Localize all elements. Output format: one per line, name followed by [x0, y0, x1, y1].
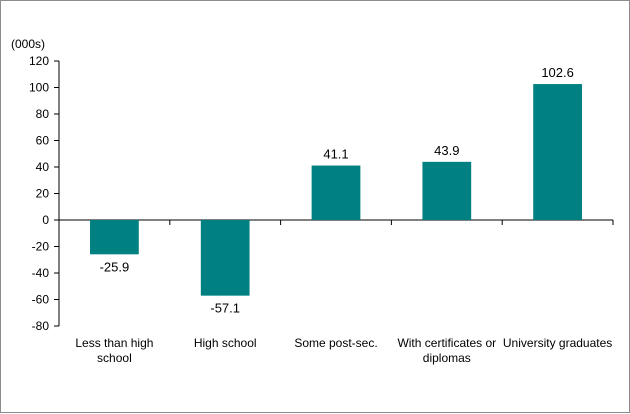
- y-tick-label: -40: [32, 266, 50, 280]
- data-labels: -25.9 -57.1 41.1 43.9 102.6: [100, 65, 574, 316]
- y-tick-label: -80: [32, 319, 50, 333]
- category-label: diplomas: [423, 351, 471, 365]
- bar: [90, 220, 139, 255]
- category-label: With certificates or: [397, 336, 496, 350]
- data-label: -57.1: [210, 301, 240, 316]
- data-label: 43.9: [434, 143, 459, 158]
- y-tick-label: 40: [36, 160, 50, 174]
- category-label: Some post-sec.: [294, 336, 377, 350]
- bars: [90, 84, 582, 296]
- bar: [422, 161, 472, 220]
- data-label: 102.6: [541, 65, 574, 80]
- bar: [533, 84, 582, 221]
- y-tick-label: 120: [29, 54, 49, 68]
- y-tick-label: 100: [29, 81, 49, 95]
- category-label: University graduates: [503, 336, 612, 350]
- y-tick-label: -20: [32, 240, 50, 254]
- y-tick-label: 80: [36, 107, 50, 121]
- y-tick-label: -60: [32, 293, 50, 307]
- bar: [200, 220, 250, 296]
- y-tick-label: 60: [36, 134, 50, 148]
- bar: [311, 165, 361, 220]
- data-label: 41.1: [323, 147, 348, 162]
- y-axis-unit-label: (000s): [11, 37, 45, 51]
- category-label: Less than high: [75, 336, 153, 350]
- category-label: High school: [194, 336, 257, 350]
- y-tick-label: 0: [42, 213, 49, 227]
- data-label: -25.9: [100, 259, 130, 274]
- y-tick-label: 20: [36, 187, 50, 201]
- category-label: school: [97, 351, 132, 365]
